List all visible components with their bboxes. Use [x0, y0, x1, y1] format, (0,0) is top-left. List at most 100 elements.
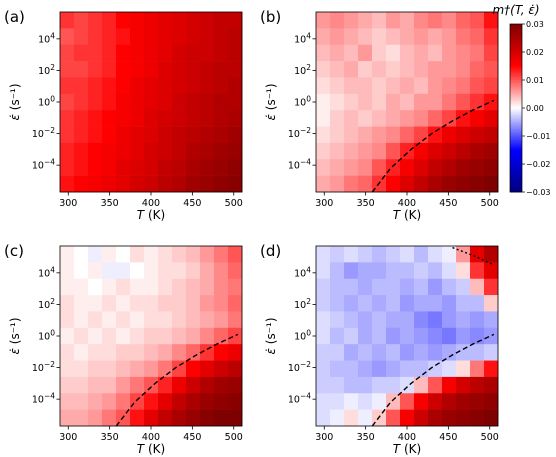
heatmap-cell — [400, 360, 415, 378]
heatmap-cell — [400, 262, 415, 280]
heatmap-cell — [470, 360, 485, 378]
colorbar-segment — [510, 78, 522, 81]
colorbar-segment — [510, 91, 522, 93]
x-axis-label: T (K) — [393, 208, 421, 222]
colorbar-segment — [510, 84, 522, 86]
heatmap-cell — [60, 360, 75, 378]
heatmap-cell — [456, 409, 471, 427]
colorbar-segment — [510, 96, 522, 99]
colorbar-segment — [510, 157, 522, 159]
heatmap-cell — [428, 61, 443, 78]
heatmap-cell — [442, 28, 457, 46]
heatmap-cell — [358, 393, 373, 410]
heatmap-cell — [344, 327, 359, 345]
heatmap-cell — [74, 246, 89, 263]
heatmap-cell — [316, 159, 331, 176]
heatmap-cell — [60, 142, 75, 160]
heatmap-cell — [414, 327, 429, 345]
heatmap-cell — [330, 77, 345, 95]
colorbar-segment — [510, 124, 522, 127]
heatmap-cell — [330, 393, 345, 410]
heatmap-cell — [144, 344, 159, 361]
colorbar-segment — [510, 24, 522, 26]
heatmap-cell — [386, 28, 401, 46]
heatmap-cell — [172, 142, 187, 160]
colorbar-segment — [510, 148, 522, 151]
heatmap-cell — [102, 344, 117, 361]
heatmap-cell — [228, 278, 243, 296]
heatmap-cell — [102, 327, 117, 345]
heatmap-cell — [470, 44, 485, 62]
colorbar-segment — [510, 185, 522, 187]
heatmap-cell — [116, 311, 131, 329]
colorbar-segment — [510, 116, 522, 119]
colorbar-segment — [510, 95, 522, 98]
heatmap-cell — [344, 393, 359, 410]
heatmap-cell — [186, 278, 201, 296]
heatmap-cell — [386, 12, 401, 29]
heatmap-cell — [358, 126, 373, 144]
heatmap-cell — [214, 344, 229, 361]
colorbar-segment — [510, 171, 522, 173]
heatmap-cell — [344, 126, 359, 144]
heatmap-cell — [130, 110, 145, 127]
heatmap-cell — [358, 12, 373, 29]
heatmap-cell — [88, 28, 103, 46]
heatmap-cell — [470, 77, 485, 95]
heatmap-cell — [358, 278, 373, 296]
heatmap-cell — [386, 262, 401, 280]
heatmap-cell — [484, 44, 499, 62]
heatmap-cell — [144, 409, 159, 427]
heatmap-cell — [428, 93, 443, 111]
heatmap-cell — [74, 175, 89, 193]
y-tick-label: 10−2 — [32, 360, 55, 375]
heatmap-cell — [88, 360, 103, 378]
heatmap-cell — [400, 142, 415, 160]
heatmap-cell — [116, 93, 131, 111]
heatmap-cell — [214, 77, 229, 95]
heatmap-cell — [158, 295, 173, 312]
heatmap-cell — [116, 110, 131, 127]
heatmap-cell — [358, 175, 373, 193]
heatmap-cell — [316, 110, 331, 127]
heatmap-cell — [344, 344, 359, 361]
heatmap-cell — [102, 44, 117, 62]
x-tick-label: 400 — [398, 198, 416, 209]
heatmap-cell — [88, 12, 103, 29]
heatmap-cell — [186, 409, 201, 427]
colorbar-segment — [510, 134, 522, 137]
heatmap-cell — [130, 61, 145, 78]
heatmap-cell — [442, 262, 457, 280]
colorbar-segment — [510, 52, 522, 54]
heatmap-cell — [372, 262, 387, 280]
colorbar-segment — [510, 144, 522, 147]
x-tick-label: 300 — [59, 198, 77, 209]
colorbar-segment — [510, 180, 522, 183]
heatmap-cell — [88, 311, 103, 329]
heatmap-cell — [130, 44, 145, 62]
heatmap-cell — [456, 126, 471, 144]
heatmap-cell — [456, 110, 471, 127]
heatmap-cell — [344, 44, 359, 62]
colorbar-segment — [510, 130, 522, 133]
colorbar-tick-label: 0.02 — [526, 48, 544, 57]
heatmap-cell — [74, 77, 89, 95]
colorbar-segment — [510, 64, 522, 67]
heatmap-cell — [386, 142, 401, 160]
heatmap-cell — [470, 262, 485, 280]
heatmap-cell — [316, 12, 331, 29]
heatmap-cell — [330, 409, 345, 427]
heatmap-cell — [470, 344, 485, 361]
colorbar-segment — [510, 99, 522, 102]
heatmap-cell — [358, 360, 373, 378]
heatmap-cell — [214, 126, 229, 144]
heatmap-cell — [414, 246, 429, 263]
heatmap-cell — [316, 28, 331, 46]
heatmap-cell — [102, 126, 117, 144]
y-tick-label: 10−4 — [288, 157, 311, 172]
colorbar-segment — [510, 141, 522, 144]
heatmap-cell — [130, 344, 145, 361]
colorbar-segment — [510, 172, 522, 175]
colorbar-segment — [510, 70, 522, 72]
heatmap-cell — [484, 93, 499, 111]
